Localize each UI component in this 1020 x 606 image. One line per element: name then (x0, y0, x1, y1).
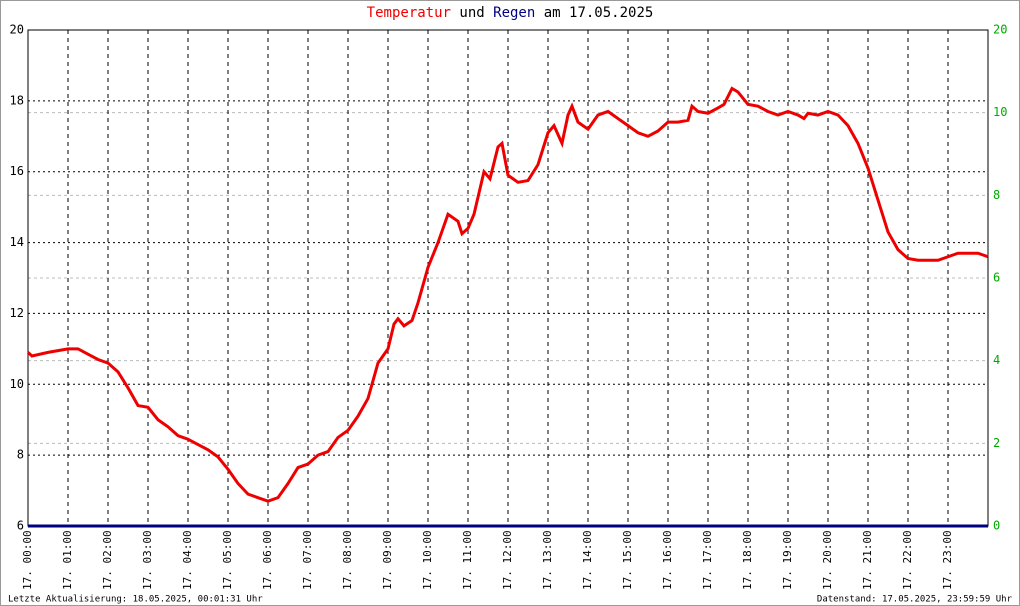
x-tick-label: 17. 07:00 (301, 530, 314, 590)
x-tick-label: 17. 14:00 (581, 530, 594, 590)
x-tick-label: 17. 00:00 (21, 530, 34, 590)
y2-tick-label: 2 (993, 436, 1000, 450)
y-tick-label: 14 (10, 235, 24, 249)
x-tick-label: 17. 15:00 (621, 530, 634, 590)
y-tick-label: 6 (17, 519, 24, 533)
footer-right: Datenstand: 17.05.2025, 23:59:59 Uhr (817, 595, 1013, 605)
x-tick-label: 17. 22:00 (901, 530, 914, 590)
x-tick-label: 17. 12:00 (501, 530, 514, 590)
x-tick-label: 17. 11:00 (461, 530, 474, 590)
x-tick-label: 17. 21:00 (861, 530, 874, 590)
x-tick-label: 17. 02:00 (101, 530, 114, 590)
y2-tick-label: 8 (993, 188, 1000, 202)
x-tick-label: 17. 08:00 (341, 530, 354, 590)
x-tick-label: 17. 20:00 (821, 530, 834, 590)
x-tick-label: 17. 03:00 (141, 530, 154, 590)
title-text: und (459, 5, 484, 21)
x-tick-label: 17. 06:00 (261, 530, 274, 590)
x-tick-label: 17. 01:00 (61, 530, 74, 590)
y-tick-label: 16 (10, 164, 24, 178)
x-tick-label: 17. 10:00 (421, 530, 434, 590)
x-tick-label: 17. 05:00 (221, 530, 234, 590)
x-tick-label: 17. 23:00 (941, 530, 954, 590)
x-tick-label: 17. 13:00 (541, 530, 554, 590)
data-line (27, 86, 989, 503)
x-tick-label: 17. 09:00 (381, 530, 394, 590)
x-tick-label: 17. 04:00 (181, 530, 194, 590)
footer-left: Letzte Aktualisierung: 18.05.2025, 00:01… (8, 595, 263, 605)
x-tick-label: 17. 19:00 (781, 530, 794, 590)
y-tick-label: 12 (10, 306, 24, 320)
x-tick-label: 17. 17:00 (701, 530, 714, 590)
y2-tick-label: 0 (993, 519, 1000, 533)
y2-tick-label: 6 (993, 271, 1000, 285)
x-tick-label: 17. 16:00 (661, 530, 674, 590)
y-tick-label: 18 (10, 93, 24, 107)
y-tick-label: 8 (17, 448, 24, 462)
title-text: am 17.05.2025 (544, 5, 654, 21)
chart-title: Temperatur und Regen am 17.05.2025 (367, 5, 654, 21)
y2-tick-label: 10 (993, 105, 1007, 119)
y-tick-label: 10 (10, 377, 24, 391)
y2-tick-label: 4 (993, 353, 1000, 367)
y-tick-label: 20 (10, 23, 24, 37)
title-series: Temperatur (367, 5, 451, 21)
x-tick-label: 17. 18:00 (741, 530, 754, 590)
title-series: Regen (493, 5, 535, 21)
y2-tick-label: 20 (993, 23, 1007, 37)
